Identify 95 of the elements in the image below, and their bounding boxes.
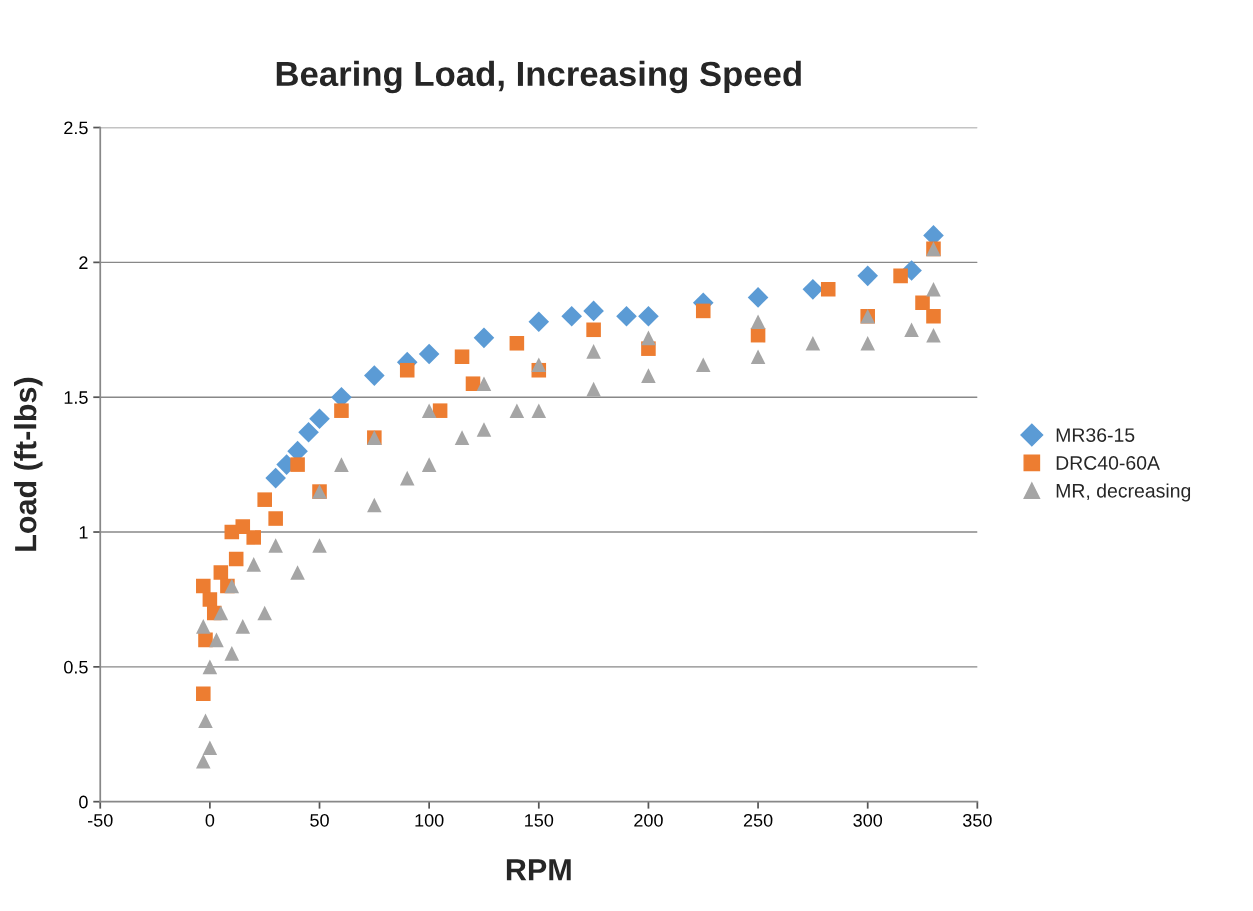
- point: [268, 538, 283, 553]
- point: [454, 349, 470, 365]
- point: [235, 519, 251, 534]
- point: [213, 605, 229, 621]
- point: [246, 530, 262, 545]
- point: [531, 403, 547, 418]
- point: [616, 306, 637, 327]
- point: [857, 265, 878, 287]
- point: [290, 457, 305, 472]
- point: [802, 279, 824, 300]
- legend-label: MR, decreasing: [1056, 483, 1191, 502]
- point: [893, 268, 908, 284]
- y-tick-label: 0.5: [64, 660, 88, 674]
- point: [257, 605, 272, 621]
- point: [268, 511, 283, 526]
- point: [257, 492, 272, 507]
- y-axis-title: Load (ft-lbs): [14, 377, 43, 551]
- point: [454, 430, 470, 445]
- point: [213, 565, 229, 580]
- point: [750, 349, 766, 365]
- y-tick-label: 0: [79, 795, 88, 809]
- point: [198, 713, 213, 729]
- point: [202, 592, 218, 607]
- point: [228, 551, 244, 567]
- point: [860, 335, 875, 351]
- point: [904, 322, 919, 338]
- point: [418, 343, 440, 365]
- x-tick-label: 50: [310, 813, 329, 827]
- point: [196, 686, 211, 702]
- point: [309, 408, 330, 430]
- point: [298, 421, 319, 443]
- point: [561, 306, 582, 327]
- point: [235, 619, 251, 634]
- chart-title: Bearing Load, Increasing Speed: [276, 60, 801, 94]
- x-tick-label: -50: [87, 813, 113, 827]
- point: [926, 327, 941, 343]
- point: [641, 330, 656, 346]
- point: [334, 457, 349, 472]
- point: [915, 295, 930, 311]
- point: [750, 314, 766, 329]
- point: [586, 322, 601, 338]
- y-tick-label: 2.5: [64, 121, 88, 135]
- point: [531, 357, 547, 373]
- point: [364, 365, 385, 386]
- y-tick-label: 2: [79, 256, 88, 269]
- point: [224, 646, 240, 661]
- x-tick-label: 250: [743, 813, 773, 827]
- point: [196, 578, 211, 594]
- point: [421, 403, 437, 418]
- y-tick-label: 1: [79, 526, 88, 539]
- point: [209, 632, 224, 648]
- point: [695, 357, 711, 373]
- point: [265, 467, 286, 489]
- x-tick-label: 200: [634, 813, 663, 827]
- point: [476, 376, 492, 391]
- x-tick-label: 100: [415, 813, 444, 827]
- point: [638, 306, 659, 327]
- y-tick-label: 1.5: [64, 391, 88, 404]
- point: [290, 565, 305, 580]
- x-tick-label: 300: [853, 813, 883, 827]
- point: [641, 368, 656, 383]
- point: [695, 303, 711, 319]
- point: [820, 282, 836, 297]
- point: [926, 309, 941, 324]
- x-axis-title: RPM: [506, 859, 571, 881]
- point: [926, 282, 941, 297]
- point: [476, 422, 492, 437]
- point: [432, 403, 448, 418]
- point: [509, 335, 525, 351]
- point: [399, 470, 415, 486]
- point: [312, 538, 327, 553]
- x-tick-label: 150: [525, 813, 554, 827]
- legend-label: DRC40-60A: [1056, 456, 1160, 470]
- legend-label: MR36-15: [1056, 428, 1135, 442]
- point: [202, 740, 218, 756]
- point: [367, 497, 382, 513]
- point: [528, 311, 550, 332]
- x-tick-label: 350: [962, 813, 992, 827]
- point: [399, 362, 415, 378]
- x-tick-label: 0: [205, 813, 215, 827]
- point: [586, 344, 601, 359]
- point: [583, 300, 604, 322]
- point: [202, 659, 218, 675]
- point: [586, 381, 601, 397]
- point: [465, 376, 481, 391]
- point: [509, 403, 525, 418]
- point: [805, 335, 821, 351]
- point: [224, 578, 240, 594]
- point: [473, 327, 495, 349]
- point: [334, 403, 349, 418]
- point: [421, 457, 437, 472]
- point: [196, 619, 211, 634]
- point: [196, 753, 211, 769]
- point: [747, 287, 769, 308]
- point: [246, 557, 262, 572]
